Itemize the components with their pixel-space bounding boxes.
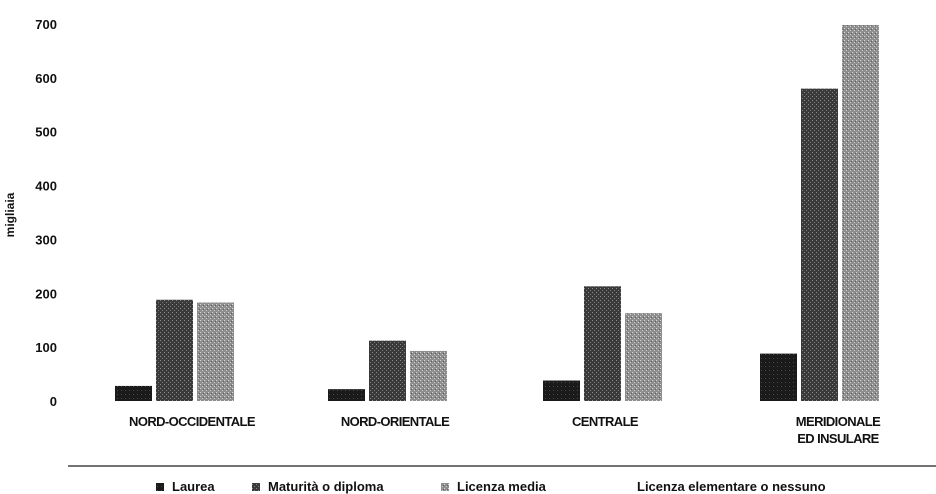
y-tick-label: 700 bbox=[35, 17, 57, 32]
x-category-label: CENTRALE bbox=[572, 414, 639, 429]
legend-label: Licenza elementare o nessuno bbox=[637, 479, 826, 494]
bar-1-2 bbox=[584, 286, 621, 401]
legend-label: Maturità o diploma bbox=[268, 479, 384, 494]
bar-2-1 bbox=[410, 350, 447, 401]
x-category-label: MERIDIONALE bbox=[796, 414, 881, 429]
legend-label: Licenza media bbox=[457, 479, 547, 494]
legend-swatch bbox=[156, 483, 164, 491]
y-tick-label: 400 bbox=[35, 179, 57, 194]
legend: Laurea Maturità o diploma Licenza media Lic… bbox=[156, 479, 826, 494]
category-labels: NORD-OCCIDENTALE NORD-ORIENTALE CENTRALE ME… bbox=[129, 414, 882, 446]
x-category-label: ED INSULARE bbox=[797, 431, 879, 446]
x-category-label: NORD-OCCIDENTALE bbox=[129, 414, 256, 429]
bar-0-0 bbox=[115, 385, 152, 401]
legend-swatch bbox=[441, 483, 449, 491]
bar-1-3 bbox=[801, 88, 838, 401]
y-tick-label: 500 bbox=[35, 125, 57, 140]
y-tick-label: 100 bbox=[35, 340, 57, 355]
x-category-label: NORD-ORIENTALE bbox=[341, 414, 450, 429]
legend-swatch bbox=[252, 483, 260, 491]
bar-0-1 bbox=[328, 389, 365, 401]
bar-0-3 bbox=[760, 353, 797, 401]
y-tick-label: 300 bbox=[35, 232, 57, 247]
y-axis-label: migliaia bbox=[3, 192, 17, 237]
bar-2-0 bbox=[197, 302, 234, 401]
legend-label: Laurea bbox=[172, 479, 215, 494]
bar-2-3 bbox=[842, 25, 879, 401]
bar-2-2 bbox=[625, 313, 662, 401]
y-tick-label: 0 bbox=[50, 394, 57, 409]
bar-1-1 bbox=[369, 340, 406, 401]
y-tick-label: 200 bbox=[35, 286, 57, 301]
y-tick-label: 600 bbox=[35, 71, 57, 86]
bar-1-0 bbox=[156, 299, 193, 401]
bar-0-2 bbox=[543, 380, 580, 401]
y-axis-ticks: 0 100 200 300 400 500 600 700 bbox=[35, 17, 57, 409]
bars bbox=[115, 25, 879, 401]
